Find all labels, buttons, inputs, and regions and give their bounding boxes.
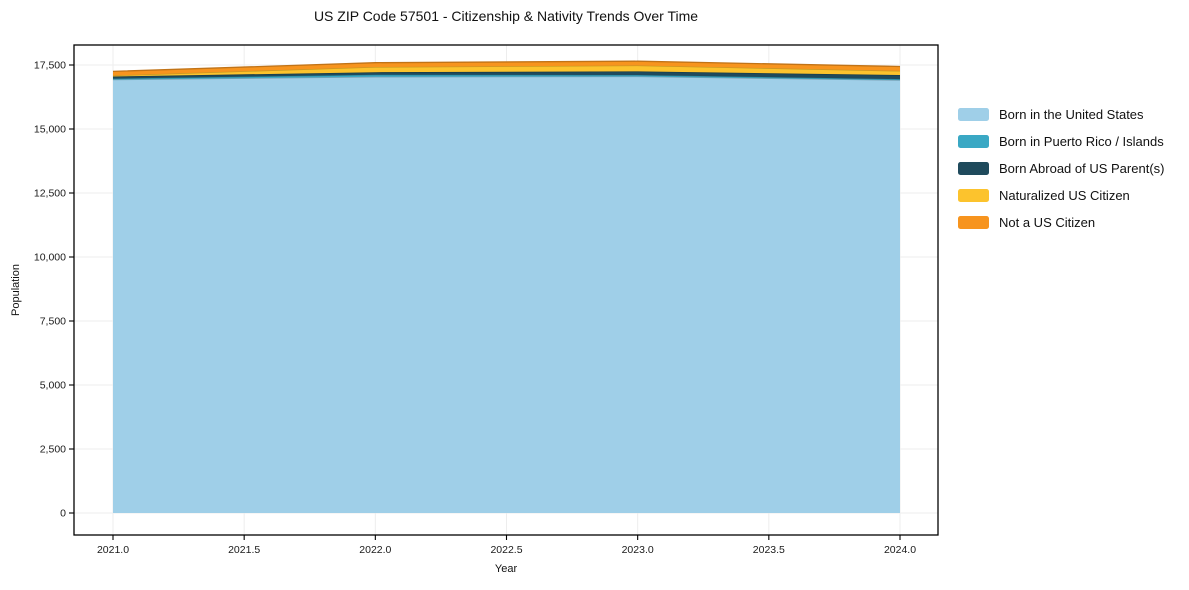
legend-item: Born Abroad of US Parent(s) [958, 160, 1165, 176]
legend-swatch-not-citizen [958, 215, 989, 229]
legend-item: Born in the United States [958, 106, 1164, 122]
svg-text:2,500: 2,500 [40, 444, 66, 456]
svg-text:17,500: 17,500 [34, 60, 66, 72]
svg-text:2021.5: 2021.5 [228, 544, 260, 556]
legend-item: Not a US Citizen [958, 214, 1164, 230]
legend-label: Naturalized US Citizen [999, 187, 1130, 203]
legend-swatch-born-us [958, 107, 989, 121]
legend-swatch-naturalized [958, 188, 989, 202]
svg-text:7,500: 7,500 [40, 316, 66, 328]
legend-label: Born in Puerto Rico / Islands [999, 133, 1164, 149]
svg-text:15,000: 15,000 [34, 124, 66, 136]
x-axis-label: Year [494, 563, 518, 575]
svg-text:5,000: 5,000 [40, 380, 66, 392]
y-axis-label: Population [10, 264, 22, 316]
legend-item: Born in Puerto Rico / Islands [958, 133, 1164, 149]
legend-swatch-born-pr [958, 134, 989, 148]
svg-text:2021.0: 2021.0 [97, 544, 129, 556]
chart-title: US ZIP Code 57501 - Citizenship & Nativi… [313, 8, 699, 24]
legend: Born in the United States Born in Puerto… [958, 107, 1164, 242]
svg-text:10,000: 10,000 [34, 252, 66, 264]
legend-swatch-born-abroad [958, 161, 989, 175]
svg-text:0: 0 [60, 508, 66, 520]
legend-item: Naturalized US Citizen [958, 187, 1164, 203]
svg-text:2023.0: 2023.0 [622, 544, 654, 556]
svg-text:2022.5: 2022.5 [490, 544, 522, 556]
svg-text:2023.5: 2023.5 [753, 544, 785, 556]
legend-label: Born in the United States [999, 106, 1144, 122]
svg-text:2024.0: 2024.0 [884, 544, 916, 556]
legend-label: Not a US Citizen [999, 214, 1096, 230]
svg-text:12,500: 12,500 [34, 188, 66, 200]
svg-text:2022.0: 2022.0 [359, 544, 391, 556]
legend-label: Born Abroad of US Parent(s) [999, 160, 1165, 176]
